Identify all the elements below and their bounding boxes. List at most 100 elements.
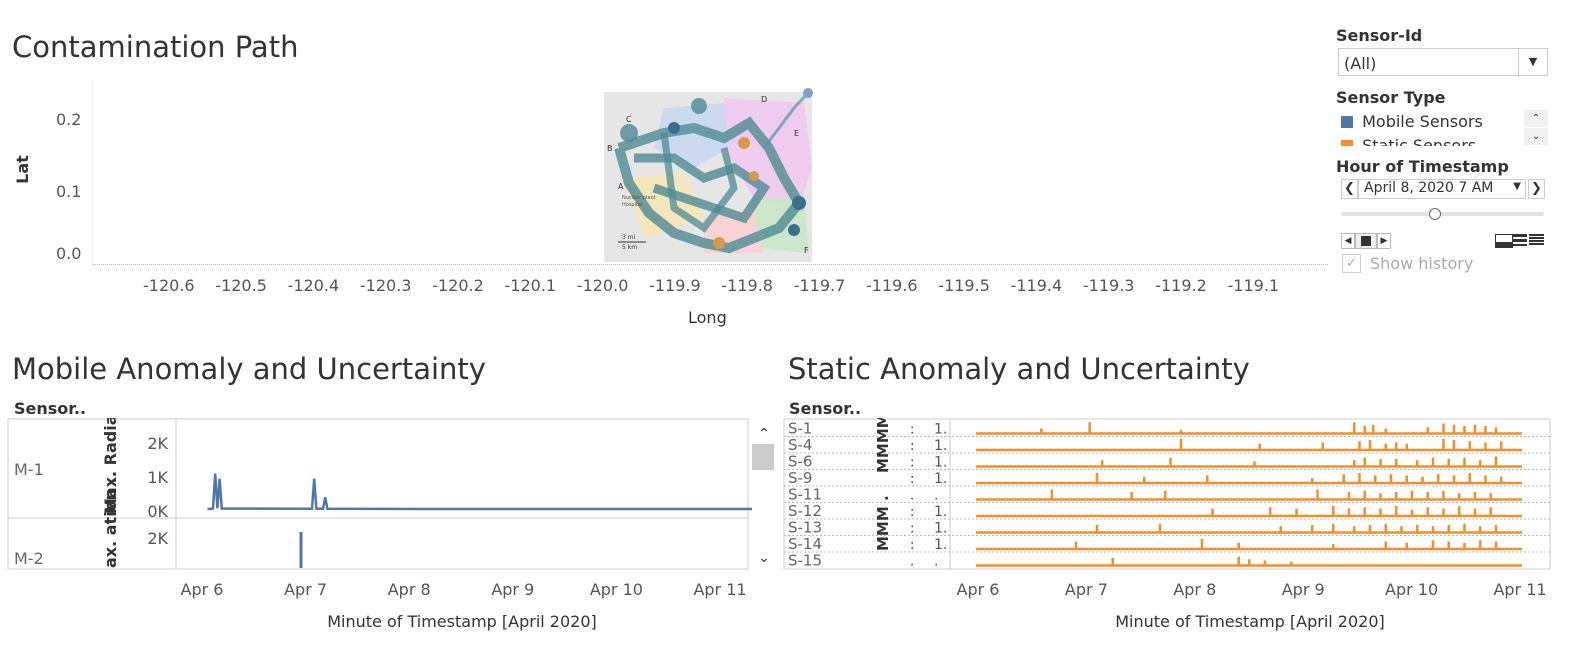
legend-label-mobile: Mobile Sensors [1362,112,1483,131]
static-spike [1263,560,1267,566]
static-spike [1130,492,1133,500]
svg-text:3 mi: 3 mi [622,234,636,241]
path-xtick: -119.4 [1010,276,1063,295]
mobile-row-label: M-2 [14,549,44,568]
path-xtick: -120.5 [215,276,267,295]
mobile-xtick: Apr 10 [590,580,643,599]
static-spike [1479,460,1482,467]
speed-slow-icon[interactable] [1495,234,1513,248]
static-spike [1447,525,1450,533]
static-chart[interactable]: S-1: 1. S-4: 1. S-6: 1. S-9: 1. S-11. . S-12: 1. S-1… [780,418,1590,652]
chevron-down-icon[interactable]: ▼ [1518,49,1547,75]
static-spike [1426,492,1429,500]
static-spike [1321,442,1324,450]
scroll-down-icon[interactable]: ⌄ [1524,128,1548,145]
static-spike [1468,441,1471,450]
static-row-value: . [934,488,938,504]
static-spike [1442,438,1445,450]
static-row-value: 1. [934,504,947,520]
static-spike [1405,443,1408,450]
legend-item-mobile[interactable]: Mobile Sensors [1341,112,1483,131]
static-spike [1426,507,1429,516]
chevron-down-icon[interactable]: ▼ [1513,181,1521,192]
svg-text:F: F [804,246,809,255]
playback-back-button[interactable]: ◀ [1341,233,1355,249]
static-spike [1248,559,1251,566]
hour-slider-track[interactable] [1341,212,1544,216]
static-spike [1040,428,1043,434]
static-spike [1353,422,1356,434]
hour-slider-thumb[interactable] [1429,208,1442,220]
show-history-checkbox[interactable]: ✓ [1342,254,1361,273]
legend-item-static[interactable]: Static Sensors [1341,136,1476,146]
legend-swatch-static [1341,140,1353,146]
static-spike [1200,539,1204,549]
mobile-xlabel: Minute of Timestamp [April 2020] [327,612,597,631]
static-spike [1384,541,1387,549]
path-xtick: -120.1 [504,276,557,295]
static-spike [1253,461,1256,467]
static-col-header: MMM . [874,495,892,551]
mobile-ytick: 1K [147,468,168,487]
mobile-chart-title: Mobile Anomaly and Uncertainty [12,352,486,386]
static-pane-border [783,418,1551,570]
svg-text:B: B [607,144,613,153]
static-spike [1211,508,1214,516]
static-spike [1384,523,1387,533]
speed-fast-icon[interactable] [1529,234,1544,246]
static-spike [1458,493,1461,500]
hour-label: Hour of Timestamp [1336,157,1509,176]
static-spike [1473,492,1477,500]
static-spike [1489,507,1492,516]
static-spike [1368,440,1372,450]
static-row-label: S-11 [788,486,822,504]
static-row-label: S-13 [788,519,822,537]
static-spike [1111,558,1114,566]
mobile-scrollbar-thumb[interactable] [752,444,774,470]
static-spike [1332,506,1335,516]
static-spike [1295,508,1298,516]
static-spike [1458,506,1461,516]
path-plot-area[interactable] [92,80,1328,265]
static-spike [1473,424,1477,434]
mobile-chart[interactable]: M-1 M-2 Max. Radiation ..ax. ation .. 2K 1K 0… [0,418,778,652]
series-m1-line [207,473,752,511]
sensor-id-select[interactable]: (All) ▼ [1338,48,1548,76]
playback-stop-button[interactable] [1355,233,1377,249]
static-spike [1371,424,1375,434]
show-history-label: Show history [1370,254,1474,273]
static-spike [1374,475,1377,483]
static-spike [1169,457,1172,467]
scroll-up-icon[interactable]: ⌃ [1524,110,1548,127]
hour-prev-button[interactable]: ❮ [1341,179,1358,199]
legend-label-static: Static Sensors [1362,136,1477,146]
svg-text:D: D [761,95,767,104]
path-chart-title: Contamination Path [12,30,299,64]
static-spike [1463,457,1466,467]
static-spike [1158,523,1162,533]
path-xtick: -119.1 [1227,276,1280,295]
playback-forward-button[interactable]: ▶ [1377,233,1391,249]
speed-medium-icon[interactable] [1513,234,1527,246]
static-spike [1452,424,1456,434]
svg-text:Nuclear plant: Nuclear plant [622,195,656,201]
static-spike [1421,476,1424,483]
static-spike [1363,490,1366,500]
static-spike [1400,526,1403,533]
hour-select[interactable]: April 8, 2020 7 AM ▼ [1358,179,1526,199]
static-spike [1164,490,1167,500]
static-spike [1484,475,1487,483]
static-row-marker: : [910,505,914,520]
static-spike [1095,525,1099,533]
legend-swatch-mobile [1341,116,1353,128]
static-row-header: Sensor.. [789,399,862,418]
hour-next-button[interactable]: ❯ [1528,179,1545,199]
static-spike [1494,456,1498,467]
static-spike [1442,508,1445,516]
static-spike [1088,422,1091,434]
static-spike [1484,426,1487,434]
static-spike [1473,508,1477,516]
static-spike [1237,556,1240,566]
static-spike [1468,473,1471,483]
sensor-type-list[interactable]: Mobile Sensors Static Sensors ⌃ ⌄ [1336,110,1548,146]
